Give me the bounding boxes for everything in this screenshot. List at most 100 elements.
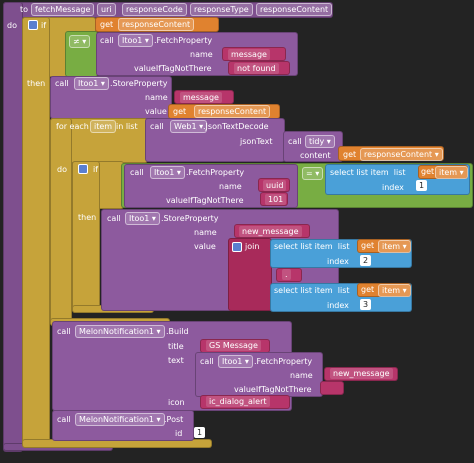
block-label: join [245,242,260,251]
dropdown-field[interactable]: MelonNotification1 ▾ [75,325,165,338]
block-label: id [175,429,183,438]
block-label: .StoreProperty [161,214,219,223]
number-value: 1 [194,427,206,438]
dropdown-field[interactable]: responseContent [118,18,195,31]
block-label: select list item list [274,286,350,295]
block-label: do [7,21,17,30]
block-label: call [288,137,302,146]
block-label: call [130,168,144,177]
text-value: message [228,49,270,60]
block-label: call [57,327,71,336]
text-block [258,178,290,192]
mutator-icon[interactable] [28,20,38,30]
text-block [222,47,286,61]
block-label: .FetchProperty [154,36,213,45]
dropdown-field[interactable]: item ▾ [435,166,468,179]
text-value: uuid [263,180,287,191]
dropdown-field[interactable]: = ▾ [302,167,324,180]
block-label: text [168,356,184,365]
block-label: get [100,20,114,29]
block-label: icon [168,398,185,407]
block-label: .FetchProperty [254,357,313,366]
text-value: not found [234,63,279,74]
text-value: GS Message [206,340,261,351]
block-label: valueIfTagNotThere [234,385,312,394]
block-label: in list [116,122,138,131]
block-label: name [145,93,168,102]
number-value: 1 [416,180,428,191]
block-label: title [168,342,184,351]
dropdown-field[interactable]: Itoo1 ▾ [150,166,185,179]
block-label: call [57,415,71,424]
block-label: get [343,150,357,159]
block-label: content [300,151,331,160]
call-block [145,118,285,162]
block-label: call [200,357,214,366]
dropdown-field[interactable]: responseCode [122,3,187,16]
mutator-icon[interactable] [232,242,242,252]
dropdown-field[interactable]: responseContent [256,3,333,16]
block-label: call [150,122,164,131]
block-label: then [27,79,46,88]
block-label: name [290,371,313,380]
block-label: .Post [164,415,184,424]
block-label: do [57,165,67,174]
text-block [276,268,302,282]
text-value: new_message [239,226,302,237]
if-strip [22,17,50,447]
block-label: .JsonTextDecode [203,122,269,131]
block-label: if [41,21,47,30]
if-strip [72,161,100,313]
foreach-strip [50,118,72,326]
block-label: if [93,165,99,174]
block-label: .Build [166,327,189,336]
block-label: to [20,5,29,14]
dropdown-field[interactable]: MelonNotification1 ▾ [75,413,165,426]
text-block [200,395,290,409]
block-label: .StoreProperty [110,79,168,88]
block-label: valueIfTagNotThere [134,64,212,73]
dropdown-field[interactable]: responseType [190,3,253,16]
block-label: select list item list [274,242,350,251]
block-label: index [327,301,349,310]
block-label: call [55,79,69,88]
block-label: value [194,242,216,251]
dropdown-field[interactable]: Itoo1 ▾ [118,34,153,47]
dropdown-field[interactable]: item [90,120,117,133]
procedure-strip [3,2,23,452]
dropdown-field[interactable]: ≠ ▾ [69,35,91,48]
block-label: name [190,50,213,59]
text-value: new_message [330,368,393,379]
block-label: value [145,107,167,116]
number-value: 3 [360,299,372,310]
dropdown-field[interactable]: item ▾ [378,284,411,297]
block-label: .FetchProperty [186,168,245,177]
dropdown-field[interactable]: responseContent [194,105,271,118]
block-label: jsonText [240,137,273,146]
mutator-icon[interactable] [78,164,88,174]
block-label: valueIfTagNotThere [166,196,244,205]
block-label: select list item list [330,168,406,177]
text-block [234,224,310,238]
dropdown-field[interactable]: Itoo1 ▾ [218,355,253,368]
dropdown-field[interactable]: fetchMessage [31,3,95,16]
dropdown-field[interactable]: tidy ▾ [305,135,335,148]
dropdown-field[interactable]: responseContent ▾ [360,148,443,161]
number-value: 2 [360,255,372,266]
text-block [174,90,234,104]
block-label: name [194,228,217,237]
text-block [324,367,398,381]
dropdown-field[interactable]: Itoo1 ▾ [74,77,109,90]
dropdown-field[interactable]: uri [97,3,116,16]
block-label: call [107,214,121,223]
dropdown-field[interactable]: Web1 ▾ [170,120,208,133]
block-label: for each [56,122,89,131]
text-value: ic_dialog_alert [206,396,270,407]
dropdown-field[interactable]: Itoo1 ▾ [125,212,160,225]
block-label: get [361,241,375,250]
block-label: name [219,182,242,191]
text-block [320,381,344,395]
block-label: call [100,36,114,45]
dropdown-field[interactable]: item ▾ [378,240,411,253]
